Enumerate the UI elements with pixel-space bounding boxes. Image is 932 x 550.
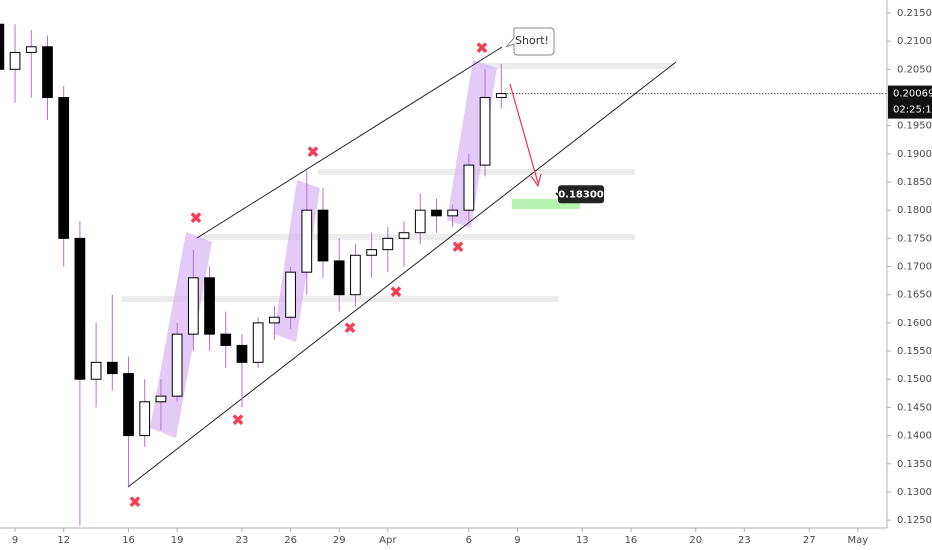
last-price-box: [888, 85, 932, 119]
callout-bubble: [505, 27, 555, 56]
y-tick-label: 0.21500: [897, 8, 932, 19]
candle-body: [301, 209, 313, 273]
x-tick-label: 23: [236, 535, 249, 546]
x-mark: ✖: [128, 493, 141, 512]
x-mark: ✖: [451, 238, 464, 257]
candle-body: [171, 333, 183, 397]
x-mark: ✖: [475, 39, 488, 58]
candle-body: [187, 277, 199, 335]
candle-body: [317, 209, 329, 262]
candle-body: [269, 316, 280, 324]
candle-body: [90, 361, 102, 380]
target-zone: [512, 199, 580, 209]
candle-body: [463, 164, 475, 211]
x-tick-label: May: [847, 535, 868, 546]
x-tick-label: Apr: [379, 535, 397, 546]
candle-body: [382, 237, 394, 251]
x-mark: ✖: [189, 209, 202, 228]
drawings: ✖ ✖ ✖ ✖ ✖ ✖ ✖ ✖ Short!: [122, 27, 677, 512]
target-label: 0.18300: [558, 189, 604, 200]
zone: [197, 234, 635, 240]
candle-body: [42, 46, 53, 98]
target-box: [558, 185, 604, 204]
candle-body: [155, 395, 167, 403]
x-mark: ✖: [306, 143, 319, 162]
trendline: [196, 46, 503, 239]
candle-body: [495, 93, 507, 98]
impulse-box: [274, 180, 320, 342]
callout-text: Short!: [515, 34, 549, 47]
candle-body: [58, 96, 70, 239]
x-mark: ✖: [231, 411, 244, 430]
x-mark: ✖: [343, 319, 356, 338]
candle-body: [9, 51, 21, 70]
x-mark: ✖: [389, 283, 402, 302]
candle-body: [106, 361, 118, 375]
x-marks: ✖ ✖ ✖ ✖ ✖ ✖ ✖ ✖: [128, 39, 488, 512]
trendline: [127, 61, 677, 488]
zone: [122, 296, 558, 302]
candle-body: [74, 237, 86, 380]
x-tick-label: 9: [12, 535, 18, 546]
zone: [480, 63, 675, 69]
x-tick-label: 27: [803, 535, 816, 546]
candle-body: [366, 249, 377, 256]
x-tick-label: 19: [171, 535, 184, 546]
candle-body: [204, 277, 215, 335]
candle-body: [252, 322, 264, 363]
candle-body: [236, 344, 248, 363]
candle-body: [25, 46, 37, 53]
candle-body: [123, 373, 134, 437]
x-tick-label: 13: [576, 535, 589, 546]
candle-body: [414, 209, 426, 234]
candle-body: [350, 254, 361, 296]
x-tick-label: 16: [625, 535, 638, 546]
candle-body: [398, 232, 410, 239]
candle-body: [479, 96, 491, 166]
candle-body: [333, 260, 345, 296]
x-tick-label: 12: [57, 535, 70, 546]
x-tick-label: 20: [689, 535, 702, 546]
x-tick-label: 16: [122, 535, 135, 546]
last-price: 0.20069: [893, 89, 932, 100]
x-tick-label: 9: [514, 535, 520, 546]
x-tick-label: 29: [333, 535, 346, 546]
x-tick-label: 26: [284, 535, 297, 546]
countdown: 02:25:12: [893, 105, 932, 116]
x-tick-label: 23: [738, 535, 751, 546]
arrow-head: [530, 173, 542, 188]
candle-body: [431, 209, 442, 217]
candle-body: [139, 401, 151, 437]
candle-body: [285, 271, 296, 318]
candle-body: [220, 333, 232, 346]
candle-body: [0, 23, 5, 70]
arrow: [509, 83, 539, 184]
x-tick-label: 6: [466, 535, 472, 546]
candle-body: [447, 209, 459, 217]
